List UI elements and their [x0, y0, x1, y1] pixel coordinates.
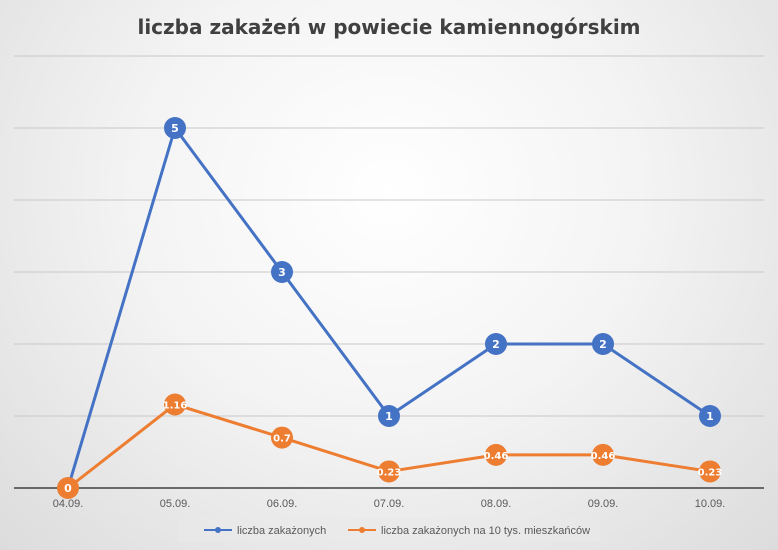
legend-marker: [359, 527, 365, 533]
series-group: 5 3 1 2 2 1 0 1.16 0.7 0.23 0.46 0.46 0.23: [57, 117, 722, 499]
data-label: 2: [599, 338, 607, 351]
data-label: 1: [706, 410, 714, 423]
x-axis: 04.09. 05.09. 06.09. 07.09. 08.09. 09.09. 10.0…: [14, 487, 764, 510]
x-tick-label: 10.09.: [695, 498, 726, 510]
data-point: [699, 405, 721, 427]
data-point: [592, 443, 614, 466]
x-tick-label: 06.09.: [267, 498, 298, 510]
data-label: 0.46: [484, 451, 509, 462]
legend-marker: [215, 527, 221, 533]
data-point: [57, 477, 79, 499]
legend-background: [178, 518, 600, 542]
legend-label: liczba zakażonych na 10 tys. mieszkańców: [381, 525, 590, 537]
gridlines: [14, 55, 764, 417]
x-tick-label: 05.09.: [160, 498, 191, 510]
data-label: 0.7: [273, 434, 291, 445]
x-tick-label: 09.09.: [588, 498, 619, 510]
data-label: 0.23: [377, 467, 402, 478]
series-2: 0 1.16 0.7 0.23 0.46 0.46 0.23: [57, 393, 722, 499]
data-point: [271, 261, 293, 283]
x-tick-label: 04.09.: [53, 498, 84, 510]
legend-label: liczba zakażonych: [237, 525, 326, 537]
data-point: [164, 117, 186, 139]
data-point: [485, 443, 507, 466]
data-label: 0.23: [698, 467, 723, 478]
data-label: 0.46: [591, 451, 616, 462]
series-1: 5 3 1 2 2 1: [65, 117, 721, 491]
data-label: 2: [492, 338, 500, 351]
x-tick-label: 08.09.: [481, 498, 512, 510]
legend: liczba zakażonych liczba zakażonych na 10…: [178, 518, 600, 542]
data-point: [378, 460, 400, 483]
data-point: [164, 393, 186, 416]
data-label: 1: [385, 410, 393, 423]
data-point: [271, 426, 293, 449]
data-label: 1.16: [163, 400, 188, 411]
data-point: [485, 333, 507, 355]
series-line: [66, 126, 711, 489]
data-point: [592, 333, 614, 355]
data-label: 3: [278, 266, 286, 279]
data-point: [378, 405, 400, 427]
chart-title: liczba zakażeń w powiecie kamiennogórski…: [137, 15, 640, 39]
data-point: [699, 460, 721, 483]
data-label: 5: [171, 122, 179, 135]
data-label: 0: [64, 482, 72, 495]
x-tick-label: 07.09.: [374, 498, 405, 510]
